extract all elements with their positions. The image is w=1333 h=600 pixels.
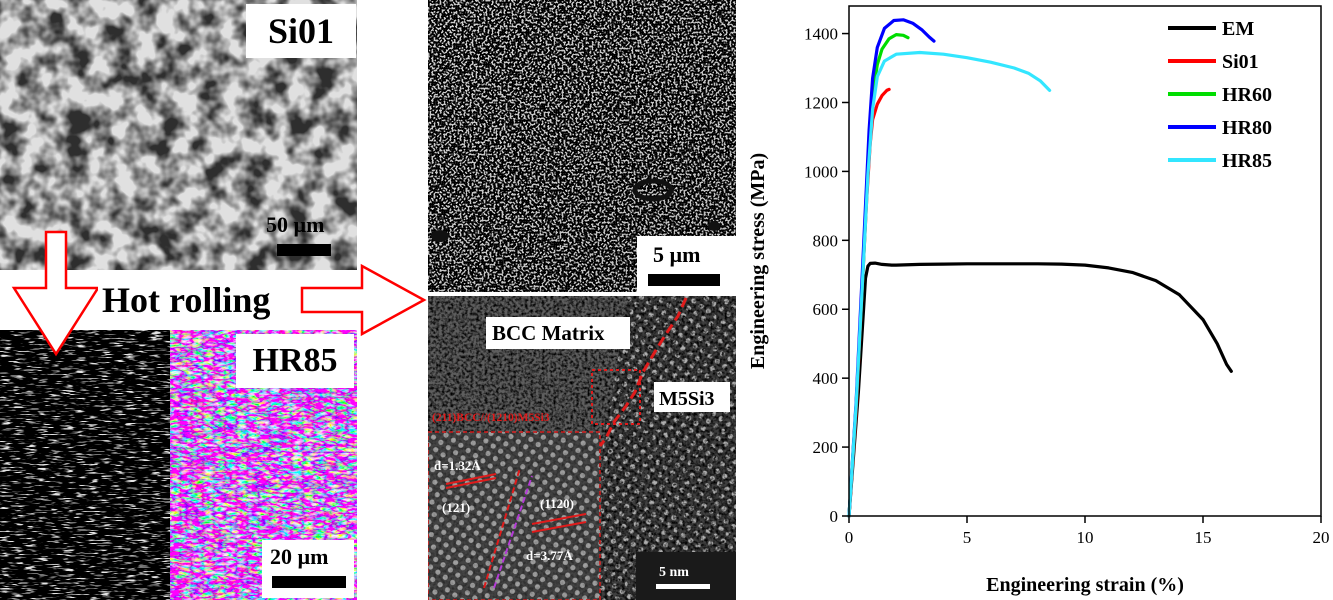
hrtem-panel: 5 nm BCC Matrix M5Si3 (211)BCC//(1210)M5…: [428, 296, 736, 600]
sem-si01-scale-bar: [277, 244, 331, 256]
hot-rolling-label: Hot rolling: [98, 280, 275, 320]
sem-si01-label: Si01: [246, 4, 356, 58]
orientation-relation: (211)BCC//(1210)M5Si3: [432, 412, 550, 424]
sem-si01-scale-text: 50 µm: [266, 212, 325, 237]
d-spacing-2: d=3.77Å: [526, 548, 573, 563]
series-line-hr85: [847, 50, 1052, 518]
series-line-hr60: [847, 33, 910, 518]
y-tick-label: 1200: [804, 93, 838, 112]
plot-frame: [848, 5, 1322, 517]
y-tick-label: 200: [813, 438, 839, 457]
x-axis-label: Engineering strain (%): [986, 574, 1184, 596]
y-tick-label: 400: [813, 369, 839, 388]
sem-hr85-image: [0, 330, 170, 600]
process-arrows: [11, 230, 427, 357]
hr85-scale-box: [262, 540, 354, 598]
legend-label-hr80: HR80: [1222, 117, 1272, 139]
precip-scale-bar: [648, 274, 720, 286]
hrtem-scale-bar: [656, 584, 710, 589]
d-spacing-1: d=1.32Å: [434, 458, 481, 473]
y-tick-label: 1000: [804, 162, 838, 181]
y-tick-label: 0: [830, 507, 839, 526]
precip-scale-text: 5 µm: [653, 242, 701, 267]
y-axis-label: Engineering stress (MPa): [747, 153, 769, 369]
down-arrow: [11, 230, 101, 357]
x-tick-label: 0: [845, 528, 854, 547]
hr85-scale-text: 20 µm: [270, 544, 329, 569]
x-tick-label: 20: [1313, 528, 1330, 547]
plane-121: (121): [442, 500, 470, 515]
legend-label-em: EM: [1222, 18, 1254, 40]
legend-label-hr60: HR60: [1222, 84, 1272, 106]
x-tick-label: 5: [963, 528, 972, 547]
hr85-scale-bar: [272, 576, 346, 588]
hrtem-image: 5 nm BCC Matrix M5Si3 (211)BCC//(1210)M5…: [428, 296, 736, 600]
legend-label-si01: Si01: [1222, 51, 1259, 73]
sem-hr85-panel: [0, 330, 170, 600]
right-arrow: [300, 263, 427, 337]
hrtem-scale-text: 5 nm: [659, 565, 689, 580]
hr85-label: HR85: [236, 334, 354, 388]
x-tick-label: 15: [1195, 528, 1212, 547]
y-tick-label: 1400: [804, 25, 838, 44]
m5si3-label: M5Si3: [659, 388, 715, 410]
series-line-em: [847, 261, 1233, 518]
bcc-matrix-label: BCC Matrix: [492, 321, 605, 345]
plane-1120: (1120): [540, 496, 574, 511]
legend-label-hr85: HR85: [1222, 150, 1272, 172]
y-tick-label: 800: [813, 231, 839, 250]
x-tick-label: 10: [1077, 528, 1094, 547]
y-tick-label: 600: [813, 300, 839, 319]
